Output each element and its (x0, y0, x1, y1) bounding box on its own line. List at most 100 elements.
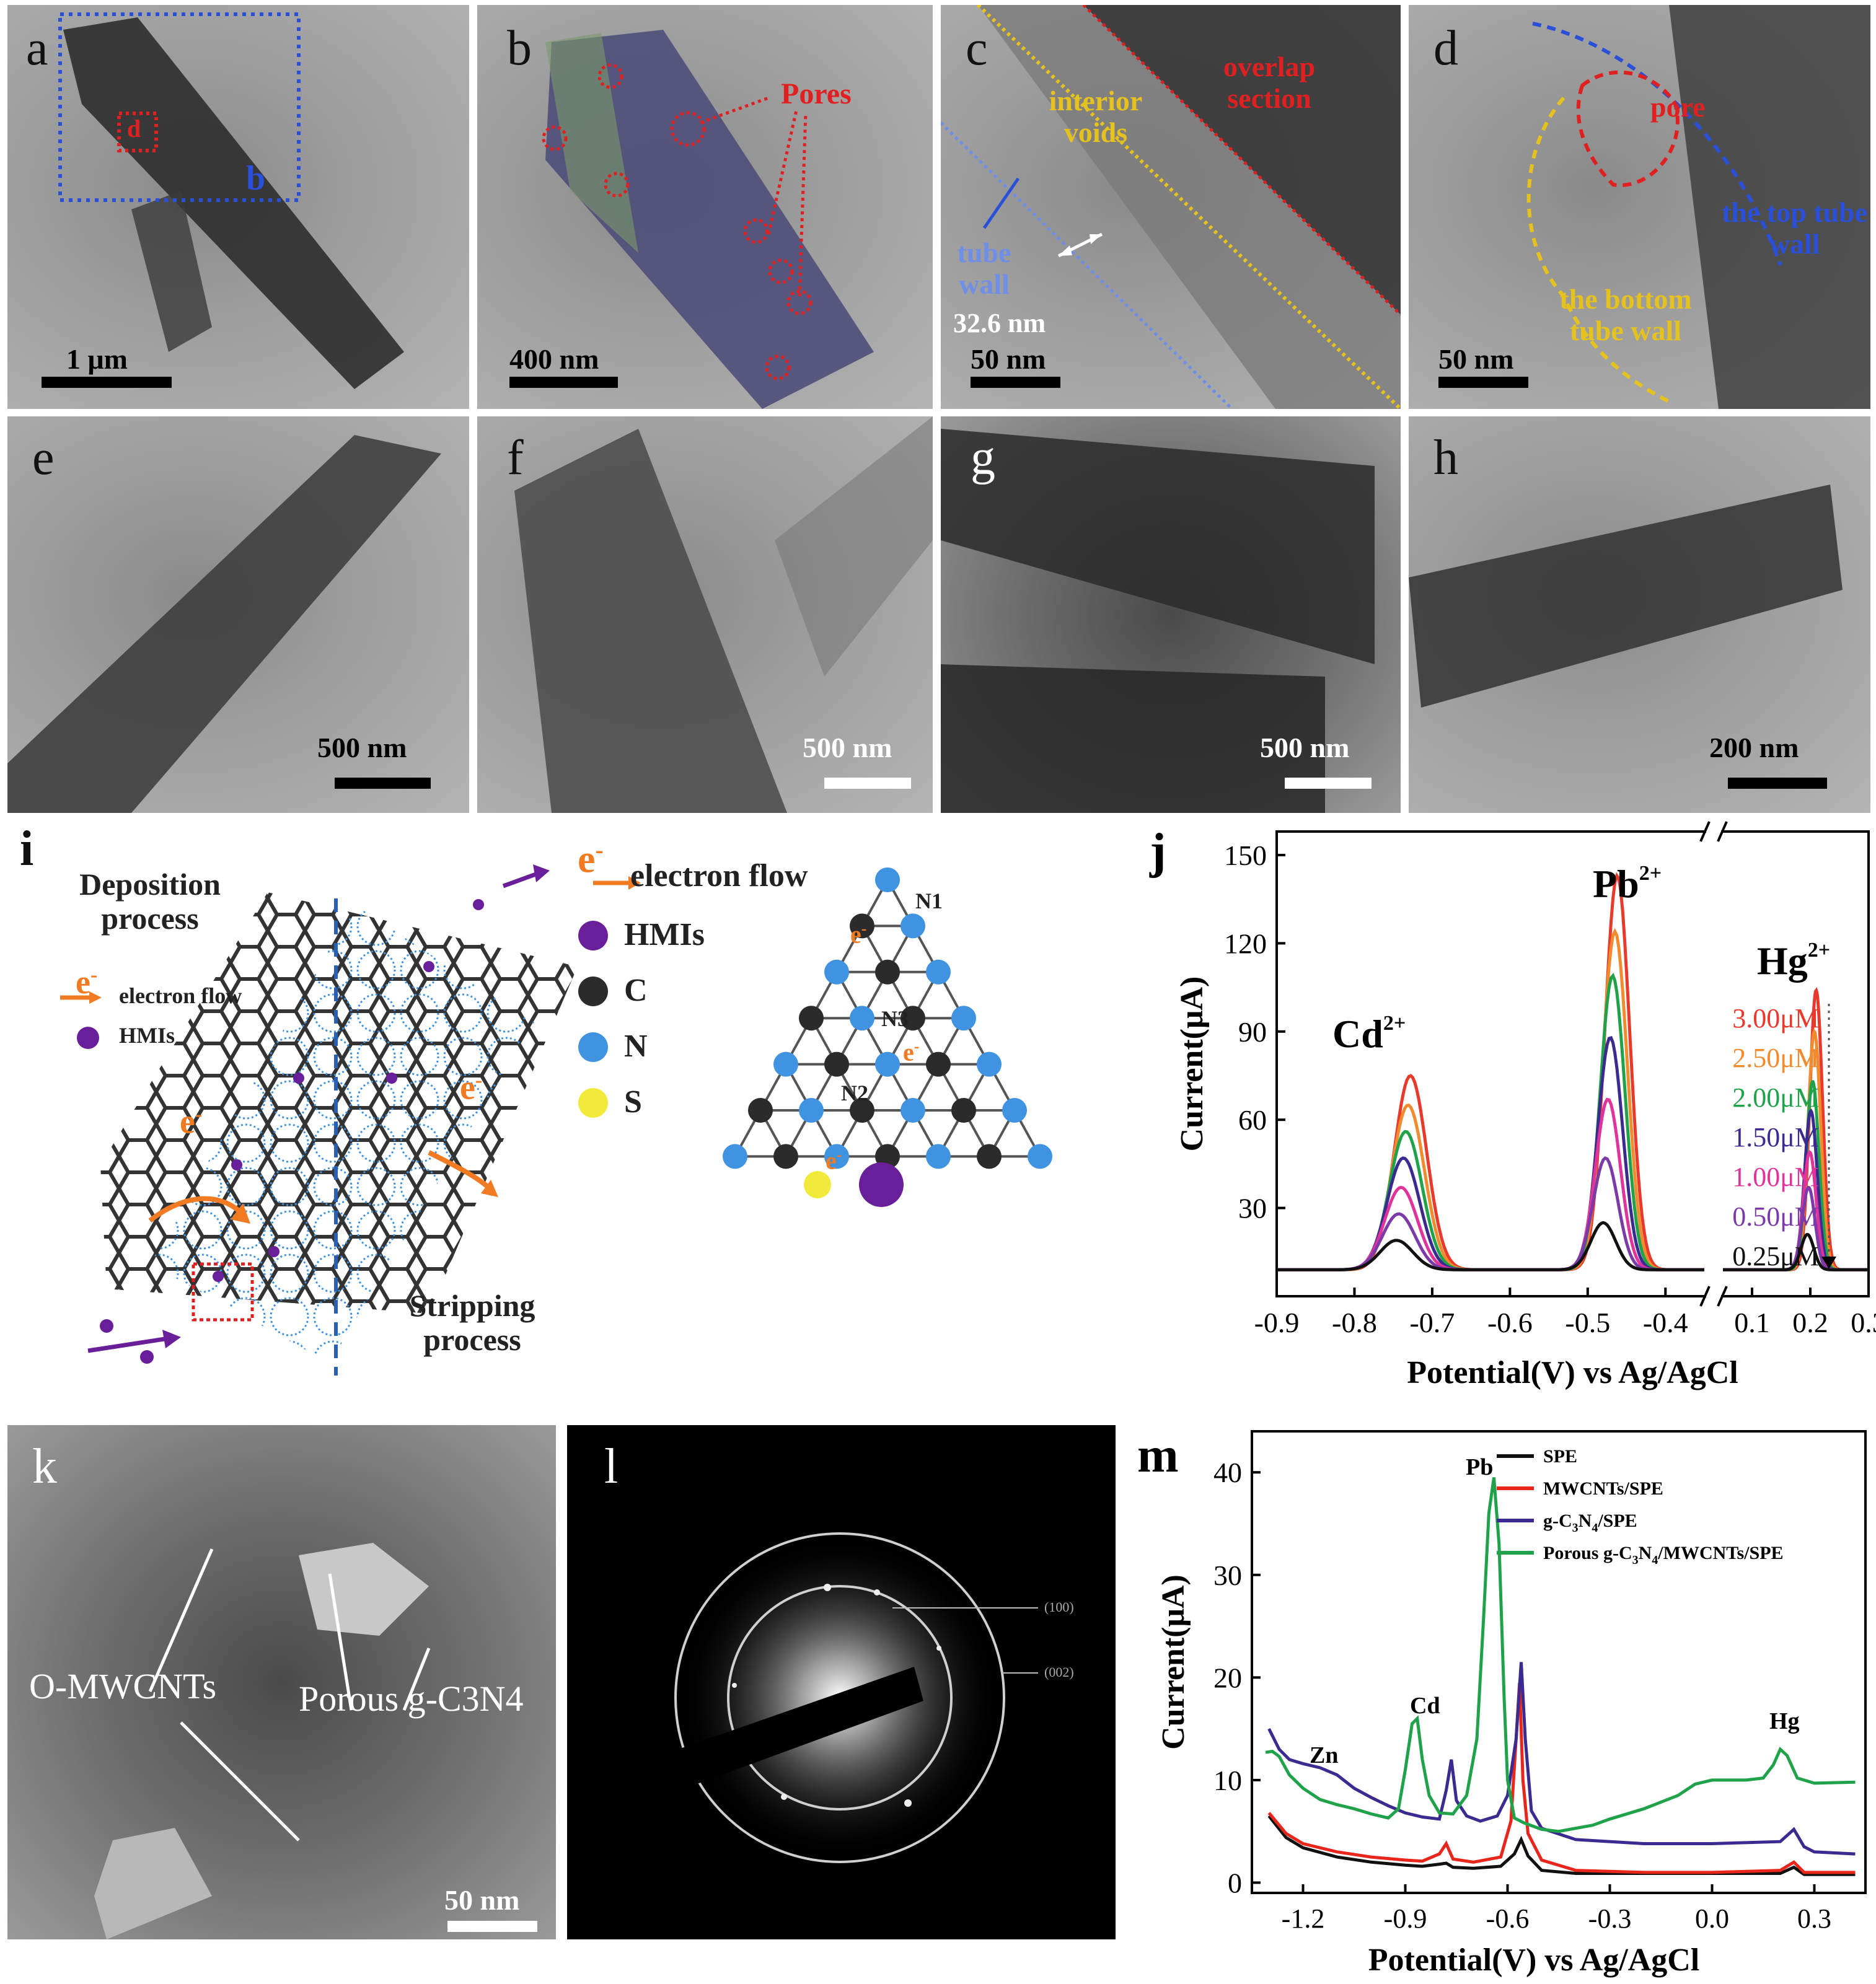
panel-label-j: j (1149, 824, 1166, 879)
legend-entry: 0.50μM (1732, 1201, 1819, 1232)
x-tick-label: -0.6 (1487, 1307, 1533, 1338)
bottom-wall-annotation: the bottom tube wall (1559, 283, 1692, 346)
tube-image-c (941, 5, 1401, 409)
scale-label-c: 50 nm (971, 343, 1046, 375)
tube-image-e (7, 435, 441, 813)
carbon-atom (850, 913, 874, 939)
tem-panel-e: e 500 nm (7, 416, 469, 813)
tem-panel-k: k O-MWCNTs Porous g-C3N4 50 nm (7, 1425, 556, 1939)
legend-arrow (1821, 1257, 1836, 1269)
voltammogram-j: 30 60 90 120 150 -0.9 -0.8 -0.7 -0.6 -0.5 -0.4 0.1 0… (1149, 821, 1876, 1390)
legend-entry: Porous g-C3N4/MWCNTs/SPE (1543, 1543, 1784, 1567)
axis-break-mark (1699, 1286, 1711, 1307)
axis-break-mark (1699, 821, 1711, 842)
legend-entry: 1.50μM (1732, 1122, 1819, 1152)
stripping-title: Stripping process (409, 1288, 535, 1357)
tem-panel-b: b Pores 400 nm (477, 5, 933, 409)
nitrogen-atom (723, 1144, 747, 1169)
scale-label-d: 50 nm (1438, 343, 1514, 375)
scale-bar-f (824, 778, 911, 789)
electron-flow-small: electron flow (119, 983, 242, 1008)
peak-label: Pb2+ (1593, 862, 1662, 906)
scale-label-e: 500 nm (317, 732, 407, 763)
panel-label-c: c (966, 21, 988, 76)
highlight-square (192, 1262, 254, 1322)
x-tick-label: 0.3 (1797, 1903, 1831, 1934)
plot-frame (1251, 1430, 1867, 1894)
nitrogen-atom (824, 1144, 849, 1169)
saed-pattern (666, 1532, 1038, 1863)
chart-panel-m: 0 10 20 30 40 -1.2 -0.9 -0.6 -0.3 0.0 0.3 Potential… (1125, 1419, 1876, 1984)
panel-label-d: d (1433, 21, 1458, 76)
nitrogen-atom (875, 1051, 900, 1077)
voids-annotation: interior voids (1049, 85, 1143, 148)
tem-panel-f: f 500 nm (477, 416, 933, 813)
panel-label-b: b (507, 21, 532, 76)
overlap-annotation: overlap section (1223, 51, 1316, 114)
legend-electron-flow: electron flow (630, 858, 808, 893)
y-tick-label: 60 (1238, 1104, 1267, 1136)
peak-label: Cd (1410, 1693, 1440, 1719)
tem-panel-a: a b d 1 μm (7, 5, 469, 409)
tem-panel-h: h 200 nm (1409, 416, 1870, 813)
porous-annotation: Porous g-C3N4 (299, 1679, 524, 1719)
voltammogram-m: 0 10 20 30 40 -1.2 -0.9 -0.6 -0.3 0.0 0.3 Potential… (1137, 1428, 1867, 1978)
legend-c: C (624, 973, 648, 1008)
e-label-left: e- (180, 1102, 203, 1141)
x-tick-label: 0.0 (1695, 1903, 1729, 1934)
legend-swatch-c (578, 977, 608, 1006)
x-tick-label: -0.3 (1588, 1903, 1632, 1934)
scale-bar-c (971, 377, 1060, 388)
legend-entry: 2.00μM (1732, 1082, 1819, 1113)
legend-entry: MWCNTs/SPE (1543, 1478, 1663, 1499)
legend-entry: SPE (1543, 1446, 1577, 1467)
y-axis-label: Current(μA) (1174, 977, 1210, 1152)
y-axis-label: Current(μA) (1156, 1574, 1191, 1750)
nitrogen-atom (773, 1051, 798, 1077)
legend-entry: 2.50μM (1732, 1043, 1819, 1073)
x-tick-label: -0.4 (1643, 1307, 1688, 1338)
panel-label-k: k (32, 1439, 57, 1494)
atom-label-n3: N3 (881, 1006, 909, 1031)
legend-entry: 1.00μM (1732, 1162, 1819, 1192)
tube-image-a (58, 12, 404, 389)
nitrogen-atom (1028, 1144, 1052, 1169)
sulfur-atom (804, 1171, 831, 1198)
peak-label: Pb (1466, 1454, 1493, 1480)
tube-image-g (941, 429, 1375, 813)
nitrogen-atom (901, 913, 925, 939)
x-tick-label: 0.3 (1851, 1307, 1876, 1338)
x-tick-label: -0.8 (1332, 1307, 1377, 1338)
scale-bar-b (509, 377, 618, 388)
triazine-lattice (723, 867, 1052, 1207)
scale-label-a: 1 μm (66, 343, 128, 375)
nitrogen-atom (850, 1006, 874, 1031)
y-tick-label: 20 (1213, 1662, 1242, 1693)
scale-bar-h (1728, 778, 1827, 789)
hmis-small: HMIs (119, 1023, 175, 1048)
scale-bar-g (1285, 778, 1372, 789)
legend-entry: 0.25μM (1732, 1241, 1819, 1271)
tube-image-f (514, 416, 933, 813)
carbon-atom (799, 1006, 824, 1031)
ring-label-002: (002) (1044, 1664, 1074, 1680)
scale-label-k: 50 nm (444, 1884, 520, 1916)
panel-label-l: l (604, 1439, 619, 1494)
scale-bar-a (42, 377, 172, 388)
y-tick-label: 0 (1228, 1867, 1242, 1898)
chart-panel-j: 30 60 90 120 150 -0.9 -0.8 -0.7 -0.6 -0.5 -0.4 0.1 0… (1143, 818, 1876, 1413)
tube-image-b (542, 30, 874, 409)
plot-frame (1275, 830, 1870, 1297)
x-tick-label: 0.1 (1734, 1307, 1770, 1338)
panel-label-g: g (971, 431, 995, 485)
carbon-atom (901, 1006, 925, 1031)
pore-annotation: pore (1650, 91, 1706, 123)
tem-image-k (94, 1543, 431, 1939)
lattice-e-3: e- (826, 1146, 842, 1175)
nitrogen-atom (926, 1144, 951, 1169)
scale-bar-d (1438, 377, 1528, 388)
mwcnt-annotation: O-MWCNTs (29, 1666, 217, 1706)
tem-panel-g: g 500 nm (941, 416, 1401, 813)
y-tick-label: 90 (1238, 1016, 1267, 1048)
carbon-atom (926, 1051, 951, 1077)
